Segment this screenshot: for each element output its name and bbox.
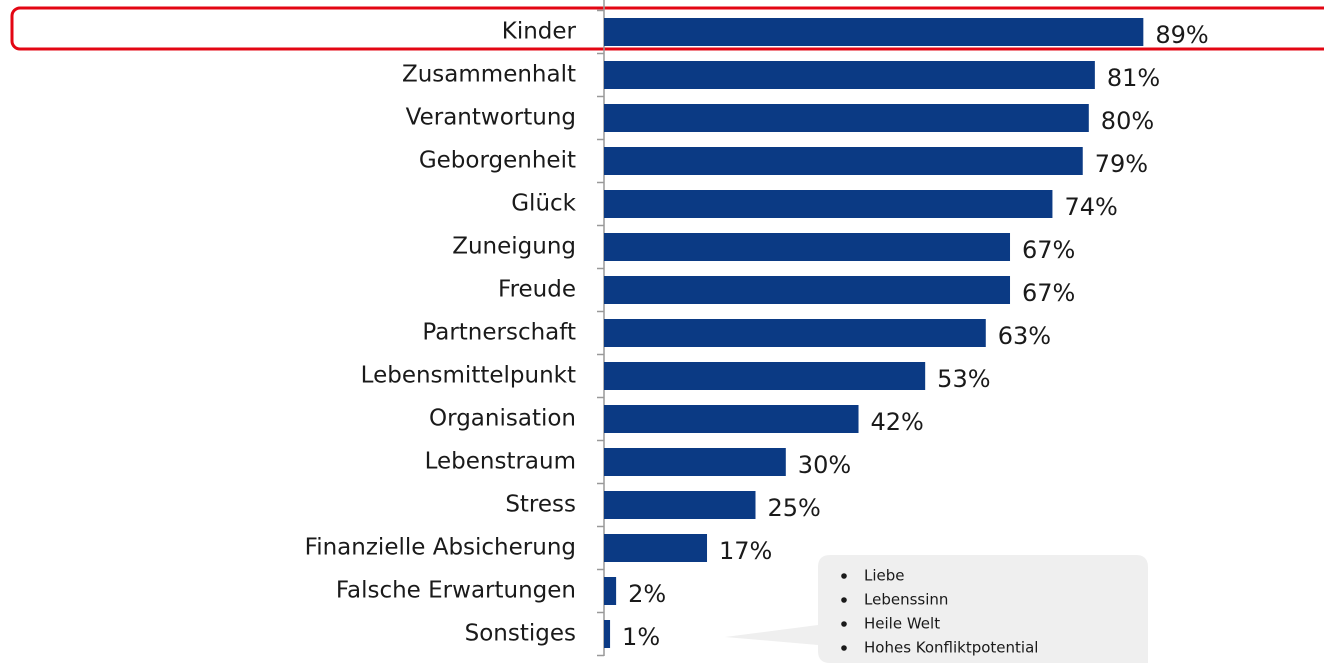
value-label: 79% bbox=[1095, 150, 1148, 178]
category-label: Glück bbox=[511, 191, 576, 217]
highlight-frame bbox=[10, 6, 1324, 51]
bullet bbox=[841, 645, 847, 651]
value-label: 80% bbox=[1101, 107, 1154, 135]
bar bbox=[604, 104, 1089, 132]
value-label: 30% bbox=[798, 451, 851, 479]
category-label: Verantwortung bbox=[406, 105, 576, 131]
category-label: Lebenstraum bbox=[425, 449, 576, 475]
bar bbox=[604, 61, 1095, 89]
value-label: 25% bbox=[768, 494, 821, 522]
value-label: 74% bbox=[1064, 193, 1117, 221]
bar bbox=[604, 534, 708, 562]
value-label: 42% bbox=[871, 408, 924, 436]
category-label: Organisation bbox=[429, 406, 576, 432]
value-label: 53% bbox=[937, 365, 990, 393]
category-label: Partnerschaft bbox=[422, 320, 576, 346]
bullet bbox=[841, 621, 847, 627]
callout bbox=[725, 555, 1148, 663]
bullet bbox=[841, 597, 847, 603]
value-label: 17% bbox=[719, 537, 772, 565]
bar bbox=[604, 190, 1053, 218]
annotation-item: Hohes Konfliktpotential bbox=[864, 639, 1038, 657]
category-label: Zusammenhalt bbox=[402, 62, 576, 88]
bar bbox=[604, 620, 611, 648]
annotation-item: Lebenssinn bbox=[864, 591, 948, 609]
bar bbox=[604, 491, 756, 519]
category-label: Freude bbox=[498, 277, 576, 303]
value-label: 81% bbox=[1107, 64, 1160, 92]
bar bbox=[604, 362, 926, 390]
bar bbox=[604, 448, 786, 476]
value-label: 67% bbox=[1022, 236, 1075, 264]
value-label: 67% bbox=[1022, 279, 1075, 307]
bar bbox=[604, 233, 1011, 261]
value-label: 2% bbox=[628, 580, 666, 608]
category-label: Sonstiges bbox=[465, 621, 576, 647]
category-label: Falsche Erwartungen bbox=[336, 578, 576, 604]
bar bbox=[604, 319, 986, 347]
value-label: 63% bbox=[998, 322, 1051, 350]
value-label: 1% bbox=[622, 623, 660, 651]
bar bbox=[604, 147, 1083, 175]
category-label: Lebensmittelpunkt bbox=[361, 363, 576, 389]
annotation-item: Heile Welt bbox=[864, 615, 940, 633]
category-label: Finanzielle Absicherung bbox=[305, 535, 576, 561]
bullet bbox=[841, 573, 847, 579]
bar bbox=[604, 577, 617, 605]
value-label: 89% bbox=[1155, 21, 1208, 49]
category-label: Kinder bbox=[502, 19, 577, 45]
category-label: Stress bbox=[505, 492, 576, 518]
category-label: Geborgenheit bbox=[419, 148, 576, 174]
bar bbox=[604, 276, 1011, 304]
category-label: Zuneigung bbox=[452, 234, 576, 260]
bar bbox=[604, 405, 859, 433]
annotation-item: Liebe bbox=[864, 567, 905, 585]
bar bbox=[604, 18, 1144, 46]
